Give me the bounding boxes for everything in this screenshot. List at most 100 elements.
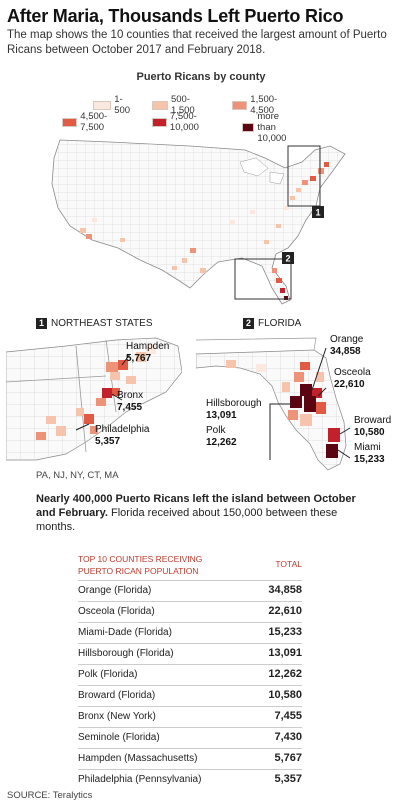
table-row: Polk (Florida) 12,262 [78,664,302,685]
inset-title: NORTHEAST STATES [51,318,153,329]
county-total: 12,262 [268,668,302,680]
callout-broward: Broward 10,580 [354,415,391,439]
county-total: 7,430 [274,731,302,743]
summary-bold: Nearly 400,000 Puerto Ricans left the is… [36,493,356,519]
inset-label-florida: 2 FLORIDA [243,318,301,329]
legend-item: 1-500 [93,94,134,116]
callout-value: 12,262 [206,437,237,448]
leader-line [317,387,327,397]
legend-label: 7,500-10,000 [169,111,199,133]
inset-box-florida [234,258,292,300]
county-name: Bronx (New York) [78,711,156,722]
callout-value: 5,357 [95,436,121,447]
callout-orange: Orange 34,858 [330,334,363,358]
callout-name: Hillsborough [206,398,262,409]
legend-label: more than 10,000 [257,111,287,144]
table-row: Hampden (Massachusetts) 5,767 [78,748,302,769]
county-name: Miami-Dade (Florida) [78,627,172,638]
source-credit: SOURCE: Teralytics [7,790,93,801]
top-counties-table: Orange (Florida) 34,858 Osceola (Florida)… [78,580,302,790]
leader-line [311,347,327,391]
table-row: Orange (Florida) 34,858 [78,580,302,601]
legend-label: 4,500-7,500 [80,111,108,133]
county-name: Broward (Florida) [78,690,156,701]
callout-name: Orange [330,334,364,345]
legend-label: 1,500-4,500 [250,94,278,116]
table-row: Osceola (Florida) 22,610 [78,601,302,622]
callout-value: 15,233 [354,454,385,465]
table-row: Miami-Dade (Florida) 15,233 [78,622,302,643]
legend-swatch [62,117,78,127]
summary-rest: Florida received about 150,000 between t… [36,507,338,533]
leader-line [337,449,351,459]
northeast-states: PA, NJ, NY, CT, MA [36,470,119,481]
callout-bronx: Bronx 7,455 [117,390,143,414]
legend-label: 500-1,500 [170,94,195,116]
county-total: 15,233 [268,626,302,638]
legend-title: Puerto Ricans by county [136,71,266,83]
table-row: Philadelphia (Pennsylvania) 5,357 [78,769,302,790]
table-row: Broward (Florida) 10,580 [78,685,302,706]
florida-county-fills [226,360,340,458]
leader-line [269,403,292,460]
inset-number: 1 [36,318,47,329]
callout-name: Philadelphia [95,424,150,435]
callout-polk: Polk 12,262 [206,425,237,449]
county-total: 5,357 [274,773,302,785]
county-name: Osceola (Florida) [78,606,155,617]
inset-number: 2 [243,318,254,329]
legend-item: 7,500-10,000 [152,111,206,133]
leader-line [111,393,123,401]
table-row: Bronx (New York) 7,455 [78,706,302,727]
us-map: 1 2 [51,139,346,305]
inset-label-northeast: 1 NORTHEAST STATES [36,318,153,329]
page-title: After Maria, Thousands Left Puerto Rico [7,6,344,26]
callout-name: Broward [354,415,392,426]
legend-item: 4,500-7,500 [62,111,114,133]
inset-marker-1 [312,206,324,218]
callout-osceola: Osceola 22,610 [334,367,371,391]
northeast-map [6,337,182,461]
county-fills [80,162,329,300]
county-name: Philadelphia (Pennsylvania) [78,774,202,785]
inset-box-northeast [287,145,321,207]
county-total: 22,610 [268,605,302,617]
legend-swatch [152,100,168,110]
florida-map [196,337,351,471]
table-header-left: TOP 10 COUNTIES RECEIVING PUERTO RICAN P… [78,554,203,576]
callout-value: 22,610 [334,379,365,390]
callout-name: Polk [206,425,226,436]
county-total: 7,455 [274,710,302,722]
northeast-county-fills [36,344,156,440]
legend-item: 1,500-4,500 [232,94,284,116]
callout-value: 34,858 [330,346,361,357]
county-total: 5,767 [274,752,302,764]
inset-marker-2-label: 2 [285,254,290,264]
county-total: 13,091 [268,647,302,659]
legend-item: 500-1,500 [152,94,201,116]
callout-hillsborough: Hillsborough 13,091 [206,398,262,422]
subtitle: The map shows the 10 counties that recei… [7,29,387,56]
inset-marker-1-label: 1 [315,208,320,218]
legend-swatch [242,123,255,132]
county-total: 34,858 [268,584,302,596]
inset-title: FLORIDA [258,318,302,329]
table-row: Seminole (Florida) 7,430 [78,727,302,748]
legend-label: 1-500 [114,94,131,116]
county-name: Polk (Florida) [78,669,138,680]
table-header-right: TOTAL [275,559,302,569]
summary-note: Nearly 400,000 Puerto Ricans left the is… [36,492,376,534]
callout-name: Bronx [117,390,144,401]
callout-hampden: Hampden 5,767 [126,341,169,365]
callout-value: 10,580 [354,427,385,438]
county-name: Seminole (Florida) [78,732,160,743]
county-name: Hampden (Massachusetts) [78,753,198,764]
table-row: Hillsborough (Florida) 13,091 [78,643,302,664]
county-name: Orange (Florida) [78,585,152,596]
callout-miami: Miami 15,233 [354,442,385,466]
callout-name: Osceola [334,367,371,378]
leader-line [75,423,90,431]
county-total: 10,580 [268,689,302,701]
legend-swatch [232,100,248,110]
legend-item: more than 10,000 [242,111,296,144]
